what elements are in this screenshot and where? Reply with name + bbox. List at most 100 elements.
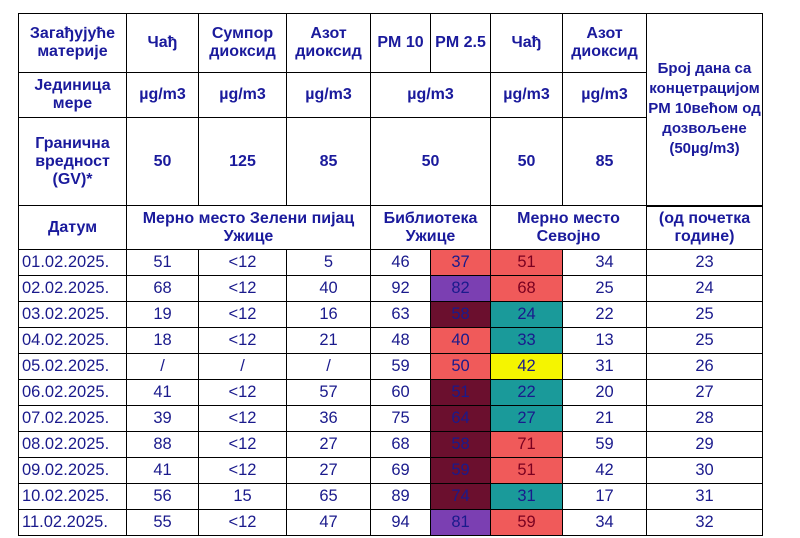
limit-label: Гранична вредност (GV)* <box>18 117 127 206</box>
so2-cell: <12 <box>198 379 287 406</box>
date-cell: 01.02.2025. <box>18 249 127 276</box>
date-cell: 08.02.2025. <box>18 431 127 458</box>
pm25-cell: 58 <box>430 301 491 328</box>
pm10-cell: 63 <box>370 301 431 328</box>
pm25-cell: 59 <box>430 457 491 484</box>
no2-zeleni-cell: 57 <box>286 379 371 406</box>
table-row: 03.02.2025. 19 <12 16 63 58 24 22 25 <box>18 301 763 328</box>
date-cell: 02.02.2025. <box>18 275 127 302</box>
no2-sevojno-cell: 13 <box>562 327 647 354</box>
limit-soot-1: 50 <box>126 117 199 206</box>
pm10-cell: 69 <box>370 457 431 484</box>
year-start-note: (од почетка године) <box>646 205 763 250</box>
pm25-cell: 81 <box>430 509 491 536</box>
location-sevojno: Мерно место Севојно <box>490 205 647 250</box>
no2-zeleni-cell: 36 <box>286 405 371 432</box>
date-cell: 07.02.2025. <box>18 405 127 432</box>
table-row: 06.02.2025. 41 <12 57 60 51 22 20 27 <box>18 379 763 406</box>
no2-sevojno-cell: 31 <box>562 353 647 380</box>
soot-sevojno-cell: 24 <box>490 301 563 328</box>
limit-no2-1: 85 <box>286 117 371 206</box>
soot-zeleni-cell: 51 <box>126 249 199 276</box>
so2-cell: <12 <box>198 431 287 458</box>
so2-cell: <12 <box>198 509 287 536</box>
header-soot-2: Чађ <box>490 13 563 73</box>
limit-so2: 125 <box>198 117 287 206</box>
side-note-cell: Број дана са концетрацијом PM 10већом од… <box>646 13 763 207</box>
table-row: 04.02.2025. 18 <12 21 48 40 33 13 25 <box>18 327 763 354</box>
pm10-cell: 89 <box>370 483 431 510</box>
table-row: 07.02.2025. 39 <12 36 75 64 27 21 28 <box>18 405 763 432</box>
so2-cell: <12 <box>198 405 287 432</box>
pm25-cell: 40 <box>430 327 491 354</box>
exceedance-days-cell: 28 <box>646 405 763 432</box>
soot-sevojno-cell: 33 <box>490 327 563 354</box>
soot-zeleni-cell: 19 <box>126 301 199 328</box>
pm25-cell: 74 <box>430 483 491 510</box>
pm10-cell: 75 <box>370 405 431 432</box>
no2-zeleni-cell: 27 <box>286 457 371 484</box>
header-no2-1: Азот диоксид <box>286 13 371 73</box>
data-rows: 01.02.2025. 51 <12 5 46 37 51 34 23 02.02.2025. 68… <box>18 249 763 536</box>
exceedance-days-cell: 26 <box>646 353 763 380</box>
unit-soot-2: µg/m3 <box>490 72 563 118</box>
exceedance-days-cell: 23 <box>646 249 763 276</box>
header-soot-1: Чађ <box>126 13 199 73</box>
soot-zeleni-cell: 39 <box>126 405 199 432</box>
date-cell: 03.02.2025. <box>18 301 127 328</box>
location-zeleni-pijac: Мерно место Зелени пијац Ужице <box>126 205 371 250</box>
no2-zeleni-cell: / <box>286 353 371 380</box>
pm10-cell: 92 <box>370 275 431 302</box>
header-row-limits: Гранична вредност (GV)* 50 125 85 50 50 … <box>18 117 763 206</box>
header-no2-2: Азот диоксид <box>562 13 647 73</box>
header-row-units: Јединица мере µg/m3 µg/m3 µg/m3 µg/m3 µg… <box>18 72 763 118</box>
air-quality-table: Загађујуће материје Чађ Сумпор диоксид А… <box>18 13 763 536</box>
limit-soot-2: 50 <box>490 117 563 206</box>
location-biblioteka: Библиотека Ужице <box>370 205 491 250</box>
pm10-cell: 46 <box>370 249 431 276</box>
pm10-cell: 60 <box>370 379 431 406</box>
so2-cell: <12 <box>198 457 287 484</box>
no2-zeleni-cell: 47 <box>286 509 371 536</box>
unit-so2: µg/m3 <box>198 72 287 118</box>
unit-no2-2: µg/m3 <box>562 72 647 118</box>
no2-zeleni-cell: 16 <box>286 301 371 328</box>
exceedance-days-cell: 27 <box>646 379 763 406</box>
no2-sevojno-cell: 25 <box>562 275 647 302</box>
no2-sevojno-cell: 42 <box>562 457 647 484</box>
exceedance-days-cell: 32 <box>646 509 763 536</box>
so2-cell: 15 <box>198 483 287 510</box>
date-cell: 04.02.2025. <box>18 327 127 354</box>
exceedance-days-cell: 29 <box>646 431 763 458</box>
table-row: 01.02.2025. 51 <12 5 46 37 51 34 23 <box>18 249 763 276</box>
no2-sevojno-cell: 22 <box>562 301 647 328</box>
table-row: 02.02.2025. 68 <12 40 92 82 68 25 24 <box>18 275 763 302</box>
no2-sevojno-cell: 21 <box>562 405 647 432</box>
unit-soot-1: µg/m3 <box>126 72 199 118</box>
table-row: 05.02.2025. / //59 50 42 31 26 <box>18 353 763 380</box>
soot-zeleni-cell: 18 <box>126 327 199 354</box>
air-quality-table-container: Загађујуће материје Чађ Сумпор диоксид А… <box>18 13 763 536</box>
header-pollutants-label: Загађујуће материје <box>18 13 127 73</box>
table-row: 10.02.2025. 56 15 65 89 74 31 17 31 <box>18 483 763 510</box>
pm25-cell: 51 <box>430 379 491 406</box>
soot-sevojno-cell: 68 <box>490 275 563 302</box>
date-cell: 10.02.2025. <box>18 483 127 510</box>
pm10-exceedance-note: Број дана са концетрацијом PM 10већом од… <box>648 60 761 158</box>
no2-zeleni-cell: 21 <box>286 327 371 354</box>
table-row: 08.02.2025. 88 <12 27 68 58 71 59 29 <box>18 431 763 458</box>
soot-zeleni-cell: 88 <box>126 431 199 458</box>
so2-cell: / <box>198 353 287 380</box>
no2-sevojno-cell: 59 <box>562 431 647 458</box>
pm25-cell: 82 <box>430 275 491 302</box>
header-pm25: PM 2.5 <box>430 13 491 73</box>
limit-pm: 50 <box>370 117 491 206</box>
soot-zeleni-cell: 56 <box>126 483 199 510</box>
soot-zeleni-cell: 41 <box>126 457 199 484</box>
soot-zeleni-cell: 68 <box>126 275 199 302</box>
soot-sevojno-cell: 27 <box>490 405 563 432</box>
pm10-cell: 59 <box>370 353 431 380</box>
pm25-cell: 37 <box>430 249 491 276</box>
header-so2: Сумпор диоксид <box>198 13 287 73</box>
no2-sevojno-cell: 20 <box>562 379 647 406</box>
